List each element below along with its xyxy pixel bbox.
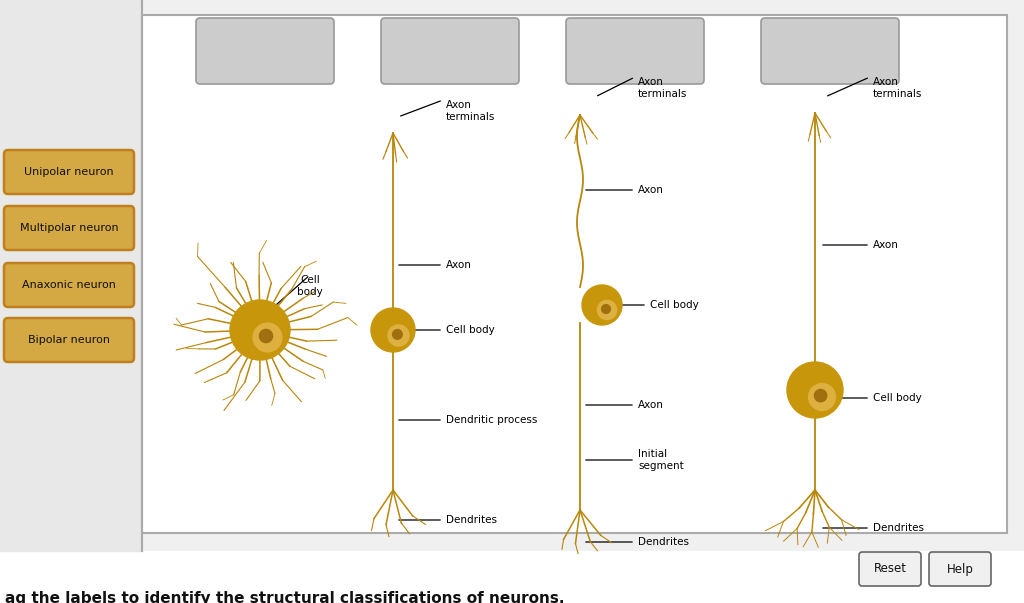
Text: Axon
terminals: Axon terminals xyxy=(446,100,496,122)
Bar xyxy=(0,0,142,551)
Circle shape xyxy=(392,330,402,339)
Text: Help: Help xyxy=(946,563,974,575)
Text: Axon: Axon xyxy=(446,260,472,270)
FancyBboxPatch shape xyxy=(4,206,134,250)
Text: Bipolar neuron: Bipolar neuron xyxy=(28,335,110,345)
Text: Unipolar neuron: Unipolar neuron xyxy=(25,167,114,177)
Text: Dendrites: Dendrites xyxy=(873,523,924,533)
Text: ag the labels to identify the structural classifications of neurons.: ag the labels to identify the structural… xyxy=(5,591,564,603)
Text: Dendritic process: Dendritic process xyxy=(446,415,538,425)
Circle shape xyxy=(230,300,290,360)
Text: Cell body: Cell body xyxy=(873,393,922,403)
Circle shape xyxy=(371,308,415,352)
Circle shape xyxy=(253,323,282,352)
Circle shape xyxy=(582,285,622,325)
Circle shape xyxy=(602,305,610,314)
Circle shape xyxy=(814,390,826,402)
FancyBboxPatch shape xyxy=(142,15,1007,533)
Text: Axon: Axon xyxy=(873,240,899,250)
FancyBboxPatch shape xyxy=(566,18,705,84)
Circle shape xyxy=(388,325,409,346)
Text: Dendrites: Dendrites xyxy=(638,537,689,547)
Circle shape xyxy=(259,329,272,343)
Circle shape xyxy=(809,384,836,411)
Text: Axon
terminals: Axon terminals xyxy=(873,77,923,99)
FancyBboxPatch shape xyxy=(929,552,991,586)
Text: Reset: Reset xyxy=(873,563,906,575)
Text: Axon: Axon xyxy=(638,185,664,195)
Text: Axon
terminals: Axon terminals xyxy=(638,77,687,99)
Text: Initial
segment: Initial segment xyxy=(638,449,684,471)
FancyBboxPatch shape xyxy=(381,18,519,84)
FancyBboxPatch shape xyxy=(859,552,921,586)
Circle shape xyxy=(597,300,616,320)
Text: Cell
body: Cell body xyxy=(297,275,323,297)
Text: Anaxonic neuron: Anaxonic neuron xyxy=(23,280,116,290)
Text: Multipolar neuron: Multipolar neuron xyxy=(19,223,119,233)
FancyBboxPatch shape xyxy=(761,18,899,84)
Text: Cell body: Cell body xyxy=(650,300,698,310)
FancyBboxPatch shape xyxy=(4,318,134,362)
FancyBboxPatch shape xyxy=(4,150,134,194)
Text: Cell body: Cell body xyxy=(446,325,495,335)
Bar xyxy=(0,551,1024,603)
Text: Dendrites: Dendrites xyxy=(446,515,497,525)
Text: Axon: Axon xyxy=(638,400,664,410)
FancyBboxPatch shape xyxy=(4,263,134,307)
Circle shape xyxy=(787,362,843,418)
FancyBboxPatch shape xyxy=(196,18,334,84)
